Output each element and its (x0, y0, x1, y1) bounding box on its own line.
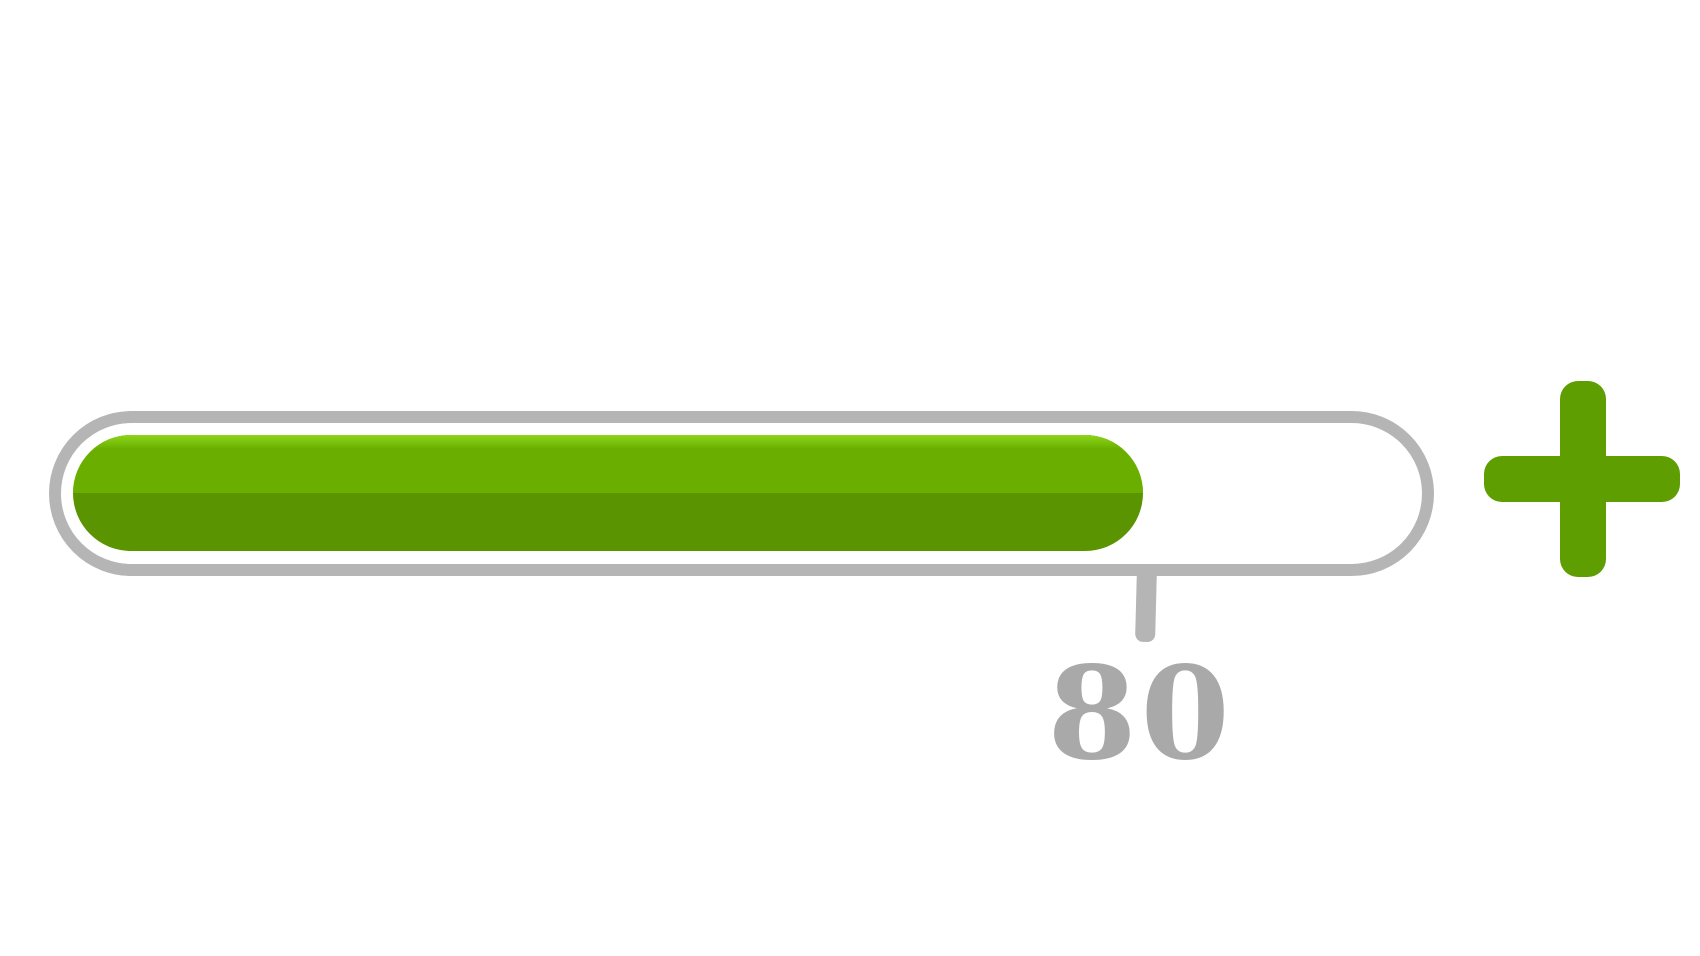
increase-button[interactable] (1484, 381, 1680, 577)
value-marker[interactable] (1134, 567, 1157, 643)
progress-value-label: 80 (1047, 639, 1234, 789)
progress-fill (73, 435, 1143, 551)
